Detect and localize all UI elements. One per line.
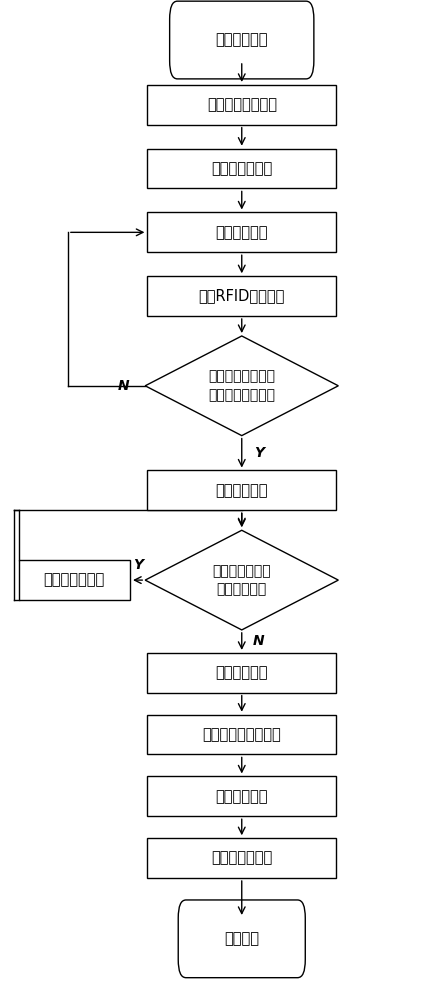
Text: 传送带反向运动: 传送带反向运动 xyxy=(211,161,273,176)
Text: 传送带送出料盘: 传送带送出料盘 xyxy=(211,851,273,866)
FancyBboxPatch shape xyxy=(147,653,336,693)
FancyBboxPatch shape xyxy=(170,1,314,79)
FancyBboxPatch shape xyxy=(147,838,336,878)
FancyBboxPatch shape xyxy=(147,715,336,754)
FancyBboxPatch shape xyxy=(147,85,336,125)
FancyBboxPatch shape xyxy=(147,149,336,188)
Text: N: N xyxy=(118,379,130,393)
Text: 该工位挡板升起: 该工位挡板升起 xyxy=(44,573,105,588)
Text: 传感器检测出口
处是否有料盘: 传感器检测出口 处是否有料盘 xyxy=(213,564,271,596)
Text: 料仓停止运动: 料仓停止运动 xyxy=(216,483,268,498)
FancyBboxPatch shape xyxy=(147,776,336,816)
Text: 传感器识别指定料
盒是否到达出入口: 传感器识别指定料 盒是否到达出入口 xyxy=(208,370,275,402)
Text: 搜寻料盘存储位置: 搜寻料盘存储位置 xyxy=(207,97,277,112)
FancyBboxPatch shape xyxy=(147,212,336,252)
Text: 出料机械手送出料盘: 出料机械手送出料盘 xyxy=(202,727,281,742)
FancyBboxPatch shape xyxy=(178,900,305,978)
Text: 料盘RFID标签识别: 料盘RFID标签识别 xyxy=(199,289,285,304)
Text: 料盘拨杆复位: 料盘拨杆复位 xyxy=(216,789,268,804)
Text: Y: Y xyxy=(254,446,264,460)
FancyBboxPatch shape xyxy=(147,276,336,316)
FancyBboxPatch shape xyxy=(147,470,336,510)
Text: 料盘拨杆旋转: 料盘拨杆旋转 xyxy=(216,665,268,680)
Text: 输入料盘型号: 输入料盘型号 xyxy=(216,33,268,48)
Text: 完成出料: 完成出料 xyxy=(224,931,259,946)
Polygon shape xyxy=(145,336,338,436)
FancyBboxPatch shape xyxy=(19,560,130,600)
Polygon shape xyxy=(145,530,338,630)
Text: 相应料仓转动: 相应料仓转动 xyxy=(216,225,268,240)
Text: N: N xyxy=(253,634,265,648)
Text: Y: Y xyxy=(133,558,143,572)
